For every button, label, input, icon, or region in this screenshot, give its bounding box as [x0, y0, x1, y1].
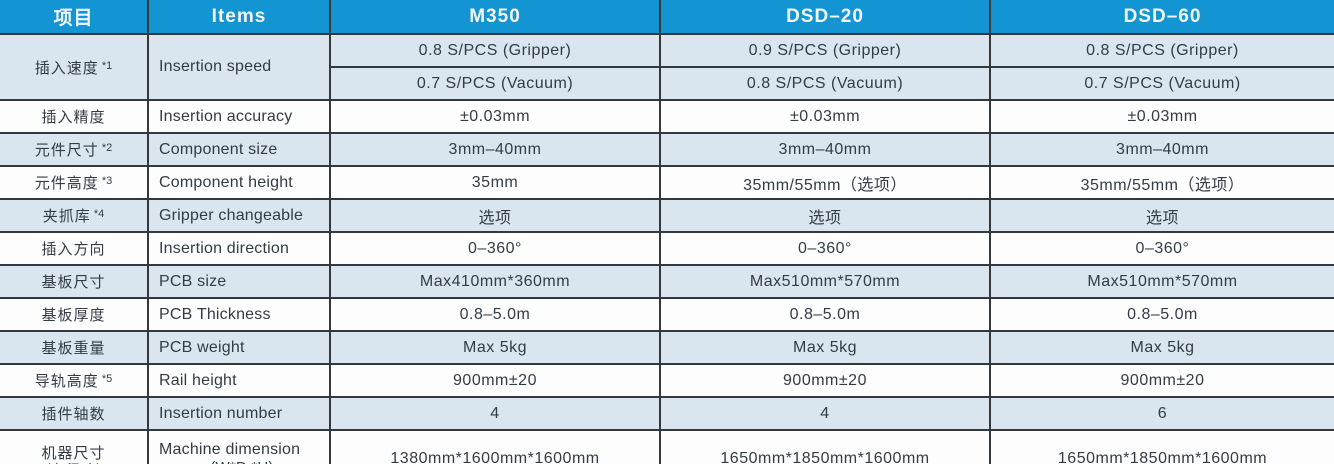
row-label-en-component-size: Component size [147, 132, 331, 167]
value-cell-insertion-accuracy-dsd20: ±0.03mm [659, 99, 991, 134]
value-cell-insertion-speed-m350: 0.7 S/PCS (Vacuum) [329, 66, 661, 101]
value-cell-insertion-number-dsd20: 4 [659, 396, 991, 431]
header-cell-items-zh: 项目 [0, 0, 149, 35]
footnote-marker: *4 [90, 208, 105, 220]
value-cell-pcb-thickness-dsd60: 0.8–5.0m [989, 297, 1334, 332]
value-cell-machine-dimension-dsd20: 1650mm*1850mm*1600mm [659, 429, 991, 464]
value-cell-insertion-number-dsd60: 6 [989, 396, 1334, 431]
value-cell-insertion-speed-dsd60: 0.8 S/PCS (Gripper) [989, 33, 1334, 68]
table-row-insertion-direction: 插入方向 Insertion direction 0–360° 0–360° 0–360… [0, 231, 1334, 266]
value-cell-insertion-speed-dsd60: 0.7 S/PCS (Vacuum) [989, 66, 1334, 101]
table-row-machine-dimension: 机器尺寸（宽*深*高）Machine dimension(W*D *H)1380… [0, 429, 1334, 464]
value-cell-insertion-speed-dsd20: 0.9 S/PCS (Gripper) [659, 33, 991, 68]
value-cell-component-height-dsd20: 35mm/55mm（选项） [659, 165, 991, 200]
row-label-en-insertion-accuracy: Insertion accuracy [147, 99, 331, 134]
value-cell-component-height-dsd60: 35mm/55mm（选项） [989, 165, 1334, 200]
header-cell-items-en: Items [147, 0, 331, 35]
table-row-component-size: 元件尺寸 *2 Component size 3mm–40mm 3mm–40mm 3mm… [0, 132, 1334, 167]
value-cell-insertion-speed-m350: 0.8 S/PCS (Gripper) [329, 33, 661, 68]
value-cell-component-height-m350: 35mm [329, 165, 661, 200]
table-row-insertion-accuracy: 插入精度 Insertion accuracy ±0.03mm ±0.03mm ±0.0… [0, 99, 1334, 134]
value-cell-gripper-changeable-dsd20: 选项 [659, 198, 991, 233]
table-row-rail-height: 导轨高度 *5 Rail height 900mm±20 900mm±20 900mm±… [0, 363, 1334, 398]
value-cell-pcb-weight-m350: Max 5kg [329, 330, 661, 365]
footnote-marker: *2 [98, 142, 113, 154]
value-cell-insertion-accuracy-dsd60: ±0.03mm [989, 99, 1334, 134]
value-cell-gripper-changeable-dsd60: 选项 [989, 198, 1334, 233]
row-label-zh-component-height: 元件高度 *3 [0, 165, 149, 200]
value-cell-pcb-thickness-m350: 0.8–5.0m [329, 297, 661, 332]
header-cell-model-dsd60: DSD–60 [989, 0, 1334, 35]
row-label-zh-insertion-speed: 插入速度 *1 [0, 33, 149, 101]
footnote-marker: *3 [98, 175, 113, 187]
row-label-zh-machine-dimension: 机器尺寸（宽*深*高） [0, 429, 149, 464]
row-label-zh-pcb-thickness: 基板厚度 [0, 297, 149, 332]
value-cell-pcb-size-dsd20: Max510mm*570mm [659, 264, 991, 299]
value-cell-machine-dimension-dsd60: 1650mm*1850mm*1600mm [989, 429, 1334, 464]
table-row-component-height: 元件高度 *3 Component height 35mm 35mm/55mm（选项）… [0, 165, 1334, 200]
footnote-marker: *1 [98, 59, 113, 72]
table-row-pcb-size: 基板尺寸 PCB size Max410mm*360mm Max510mm*570mm… [0, 264, 1334, 299]
row-label-zh-insertion-accuracy: 插入精度 [0, 99, 149, 134]
table-row-gripper-changeable: 夹抓库 *4 Gripper changeable 选项 选项 选项 [0, 198, 1334, 233]
row-label-en-pcb-thickness: PCB Thickness [147, 297, 331, 332]
table-row-insertion-number: 插件轴数 Insertion number 4 4 6 [0, 396, 1334, 431]
table-row-pcb-weight: 基板重量 PCB weight Max 5kg Max 5kg Max 5kg [0, 330, 1334, 365]
row-label-en-component-height: Component height [147, 165, 331, 200]
value-cell-component-size-dsd60: 3mm–40mm [989, 132, 1334, 167]
row-label-en-pcb-weight: PCB weight [147, 330, 331, 365]
row-label-zh-insertion-direction: 插入方向 [0, 231, 149, 266]
header-cell-model-m350: M350 [329, 0, 661, 35]
row-label-zh-pcb-size: 基板尺寸 [0, 264, 149, 299]
value-cell-rail-height-dsd60: 900mm±20 [989, 363, 1334, 398]
table-row-pcb-thickness: 基板厚度 PCB Thickness 0.8–5.0m 0.8–5.0m 0.8–5.0… [0, 297, 1334, 332]
value-cell-pcb-thickness-dsd20: 0.8–5.0m [659, 297, 991, 332]
value-cell-insertion-direction-dsd60: 0–360° [989, 231, 1334, 266]
table-row-insertion-speed: 插入速度 *1 Insertion speed 0.8 S/PCS (Gripper… [0, 33, 1334, 101]
row-label-en-insertion-number: Insertion number [147, 396, 331, 431]
footnote-marker: *5 [98, 373, 113, 385]
value-cell-insertion-speed-dsd20: 0.8 S/PCS (Vacuum) [659, 66, 991, 101]
header-cell-model-dsd20: DSD–20 [659, 0, 991, 35]
row-label-en-machine-dimension: Machine dimension(W*D *H) [147, 429, 331, 464]
row-label-zh-component-size: 元件尺寸 *2 [0, 132, 149, 167]
header-row: 项目 Items M350 DSD–20 DSD–60 [0, 0, 1334, 35]
value-cell-pcb-size-m350: Max410mm*360mm [329, 264, 661, 299]
row-label-zh-insertion-number: 插件轴数 [0, 396, 149, 431]
value-cell-pcb-weight-dsd60: Max 5kg [989, 330, 1334, 365]
value-cell-insertion-number-m350: 4 [329, 396, 661, 431]
value-cell-machine-dimension-m350: 1380mm*1600mm*1600mm [329, 429, 661, 464]
value-cell-pcb-weight-dsd20: Max 5kg [659, 330, 991, 365]
value-cell-insertion-direction-dsd20: 0–360° [659, 231, 991, 266]
value-cell-component-size-m350: 3mm–40mm [329, 132, 661, 167]
row-label-zh-pcb-weight: 基板重量 [0, 330, 149, 365]
row-label-en-gripper-changeable: Gripper changeable [147, 198, 331, 233]
value-cell-pcb-size-dsd60: Max510mm*570mm [989, 264, 1334, 299]
spec-table-header: 项目 Items M350 DSD–20 DSD–60 [0, 0, 1334, 35]
row-label-en-insertion-direction: Insertion direction [147, 231, 331, 266]
row-label-zh-gripper-changeable: 夹抓库 *4 [0, 198, 149, 233]
value-cell-rail-height-dsd20: 900mm±20 [659, 363, 991, 398]
value-cell-gripper-changeable-m350: 选项 [329, 198, 661, 233]
value-cell-insertion-accuracy-m350: ±0.03mm [329, 99, 661, 134]
row-label-en-insertion-speed: Insertion speed [147, 33, 331, 101]
value-cell-rail-height-m350: 900mm±20 [329, 363, 661, 398]
table-row-insertion-speed: 0.7 S/PCS (Vacuum) 0.8 S/PCS (Vacuum) 0.7 … [0, 66, 1334, 101]
row-label-zh-rail-height: 导轨高度 *5 [0, 363, 149, 398]
row-label-en-pcb-size: PCB size [147, 264, 331, 299]
value-cell-insertion-direction-m350: 0–360° [329, 231, 661, 266]
row-label-en-rail-height: Rail height [147, 363, 331, 398]
spec-table-body: 插入速度 *1 Insertion speed 0.8 S/PCS (Gripper… [0, 33, 1334, 464]
value-cell-component-size-dsd20: 3mm–40mm [659, 132, 991, 167]
